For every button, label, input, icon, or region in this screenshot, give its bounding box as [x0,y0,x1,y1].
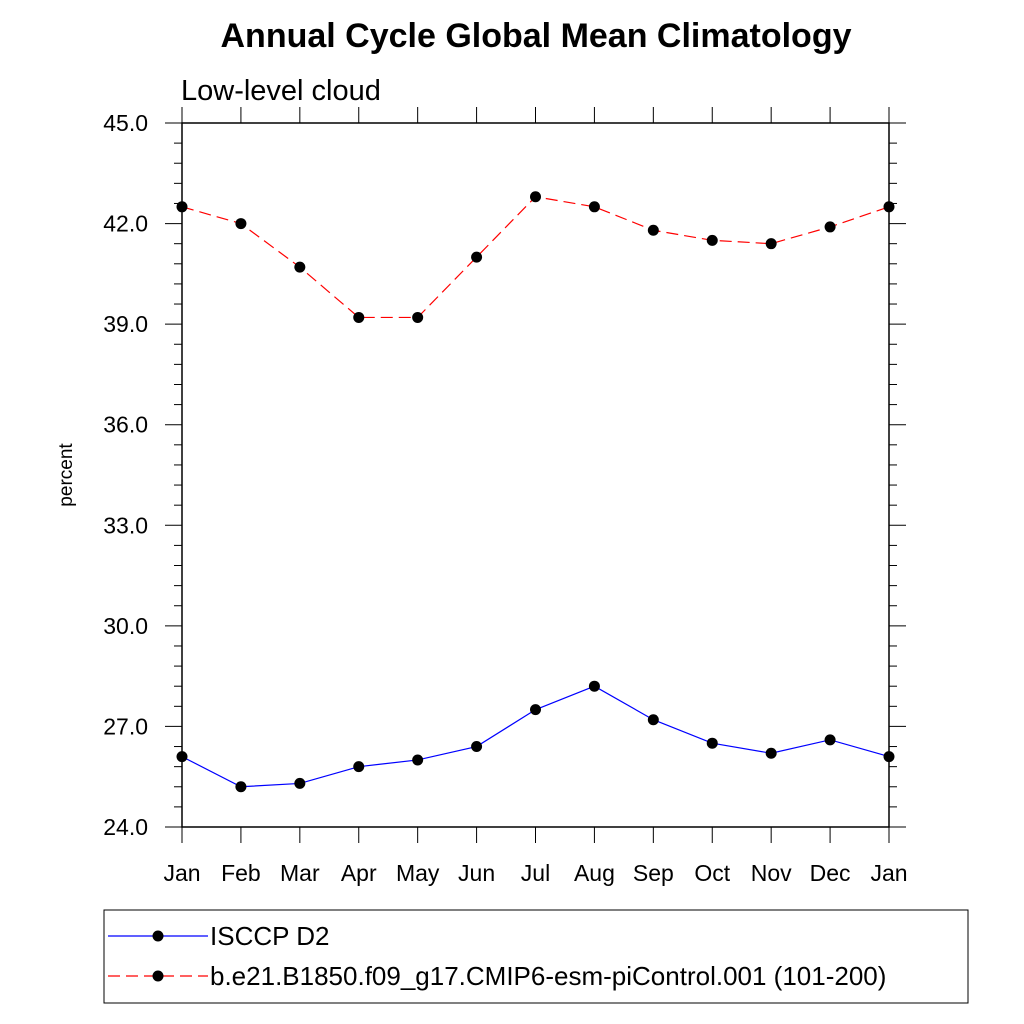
x-tick-label: Mar [280,860,320,886]
series-layer [176,191,895,793]
series-2-point [235,218,247,230]
y-tick-label: 33.0 [103,512,148,538]
legend-label-1: ISCCP D2 [210,921,329,951]
legend: ISCCP D2 b.e21.B1850.f09_g17.CMIP6-esm-pi… [103,909,969,1004]
x-tick-label: Nov [751,860,792,886]
chart-subtitle: Low-level cloud [181,75,381,107]
series-2-point [824,221,836,233]
series-1-point [235,781,247,793]
series-2-point [530,191,541,203]
series-1-point [765,747,777,759]
series-2-point [412,311,424,323]
series-1-point [824,734,836,746]
x-tick-label: Aug [574,860,615,886]
series-1-point [588,680,600,692]
legend-label-2: b.e21.B1850.f09_g17.CMIP6-esm-piControl.… [210,961,886,991]
series-1-point [883,751,895,763]
chart-title: Annual Cycle Global Mean Climatology [221,17,852,55]
legend-marker-1 [152,930,164,942]
legend-box [103,909,969,1004]
series-1-point [412,754,424,766]
y-tick-label: 42.0 [103,211,148,237]
x-tick-label: Oct [694,860,730,886]
series-1-point [471,741,483,753]
x-tick-label: Jan [870,860,907,886]
y-tick-label: 45.0 [103,110,148,136]
series-2-point [883,201,895,213]
x-tick-label: Jun [458,860,495,886]
axes: 24.0 27.0 30.0 33.0 36.0 39.0 42.0 45.0 Jan Feb Ma… [103,107,908,886]
series-2-point [588,201,600,213]
y-axis-label: percent [56,443,77,507]
y-tick-label: 36.0 [103,412,148,438]
series-1-point [530,704,541,716]
series-2-point [765,238,777,250]
series-2-point [647,224,659,236]
x-tick-label: May [396,860,440,886]
series-2-point [176,201,188,213]
series-1-point [353,761,365,773]
series-1-point [706,737,718,749]
series-2-point [471,251,483,263]
legend-marker-2 [152,970,164,982]
x-tick-label: Apr [341,860,377,886]
series-2-point [353,311,365,323]
x-tick-label: Feb [221,860,261,886]
y-tick-label: 39.0 [103,311,148,337]
plot-frame [181,122,890,828]
y-tick-label: 30.0 [103,613,148,639]
x-tick-label: Sep [633,860,674,886]
series-1-point [647,714,659,726]
series-line-2 [181,196,890,319]
y-tick-label: 24.0 [103,814,148,840]
series-2-point [706,234,718,246]
series-1-point [176,751,188,763]
series-line-1 [181,685,890,788]
series-2-point [294,261,306,273]
x-tick-label: Jul [521,860,550,886]
x-tick-label: Dec [810,860,851,886]
series-1-point [294,777,306,789]
y-tick-label: 27.0 [103,713,148,739]
x-tick-label: Jan [163,860,200,886]
